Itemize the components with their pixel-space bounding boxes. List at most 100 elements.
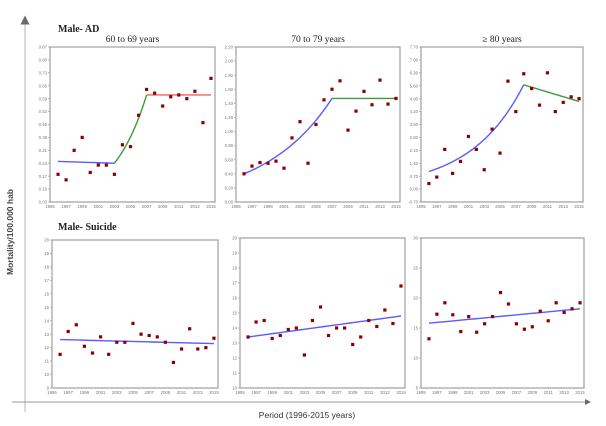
y-tick-label: 16: [44, 291, 49, 296]
x-tick-label: 1997: [63, 390, 73, 395]
y-tick-label: 0.00: [410, 187, 419, 192]
chart-title: 60 to 69 years: [106, 35, 160, 45]
data-point: [169, 95, 173, 99]
data-point: [490, 127, 494, 131]
data-point: [553, 109, 557, 114]
data-point: [204, 346, 208, 350]
y-tick-label: 1.00: [225, 129, 234, 134]
data-point: [370, 103, 374, 107]
data-point: [435, 312, 439, 316]
x-tick-label: 2007: [142, 204, 152, 209]
y-tick-label: 10: [44, 372, 49, 377]
y-tick-label: 0.40: [225, 171, 234, 176]
x-tick-label: 2013: [193, 390, 203, 395]
data-point: [96, 163, 100, 167]
data-point: [466, 134, 471, 139]
y-tick-label: 11: [233, 371, 238, 376]
y-tick-label: 0.20: [225, 186, 234, 191]
trend-line-green: [113, 94, 148, 164]
chart-panel-suicide-3: 5 10 15 20 25 30 1995 1997 1999 2001 2003 2005 2007 2…: [413, 236, 585, 395]
x-tick-label: 1999: [448, 390, 458, 395]
x-tick-label: 2011: [177, 390, 187, 395]
data-point: [74, 323, 78, 327]
y-tick-label: 16: [232, 296, 237, 301]
y-tick-label: 5: [416, 386, 419, 391]
x-tick-label: 2005: [311, 204, 321, 209]
plot-frame: [235, 46, 401, 203]
data-point: [490, 315, 495, 319]
y-tick-label: 0.52: [39, 109, 48, 114]
x-tick-label: 2009: [161, 390, 171, 395]
x-tick-label: 2009: [527, 204, 537, 209]
x-tick-label: 1995: [416, 390, 426, 395]
chart-panel-ad-70-79: 70 to 79 years 0.00 0.20 0.40 0.60 0.80 1.00 1.…: [225, 35, 402, 209]
x-tick-label: 2015: [574, 204, 584, 209]
data-point: [451, 171, 455, 175]
data-point: [298, 120, 302, 124]
x-tick-label: 1999: [80, 390, 90, 395]
data-point: [185, 97, 189, 101]
x-tick-label: 1995: [47, 390, 57, 395]
y-tick-label: 7.00: [410, 58, 419, 63]
data-point: [139, 332, 143, 336]
data-point: [354, 109, 358, 113]
data-point: [482, 168, 486, 172]
y-tick-label: 14: [232, 326, 237, 331]
y-tick-label: 0.00: [225, 200, 234, 205]
y-axis-label: Mortality/100.000 hab: [5, 189, 15, 275]
data-point: [212, 336, 216, 340]
x-tick-label: 2003: [295, 204, 305, 209]
data-point: [435, 175, 439, 179]
x-tick-label: 2003: [112, 390, 122, 395]
x-tick-label: 1997: [247, 204, 257, 209]
data-point: [266, 161, 270, 165]
x-tick-label: 1995: [231, 204, 241, 209]
y-tick-label: 0.45: [39, 122, 48, 127]
data-point: [427, 181, 431, 186]
data-point: [475, 330, 479, 334]
x-tick-label: 2003: [480, 390, 490, 395]
data-point: [209, 76, 213, 80]
x-tick-label: 2015: [396, 390, 406, 395]
trend-line-blue: [428, 308, 581, 324]
row-title-suicide: Male- Suicide: [58, 222, 117, 233]
data-point: [177, 93, 181, 97]
data-point: [254, 320, 258, 324]
plot-frame: [420, 237, 585, 389]
y-tick-label: 2.20: [225, 45, 234, 50]
x-tick-label: 2003: [110, 204, 120, 209]
x-axis-label: Period (1996-2015 years): [259, 410, 356, 420]
data-point: [569, 95, 573, 99]
data-point: [294, 326, 298, 330]
x-tick-label: 2015: [209, 390, 219, 395]
data-point: [351, 342, 355, 347]
y-tick-label: 0.24: [39, 161, 48, 166]
x-tick-label: 2009: [528, 390, 538, 395]
x-tick-label: 1995: [416, 204, 426, 209]
data-point: [98, 335, 103, 339]
y-tick-label: 19: [44, 251, 49, 256]
chart-title: 70 to 79 years: [291, 35, 345, 45]
data-point: [343, 326, 347, 330]
data-point: [161, 104, 165, 108]
y-tick-label: 25: [413, 266, 418, 271]
trend-line-blue: [58, 160, 115, 164]
x-tick-label: 1995: [235, 390, 245, 395]
data-point: [545, 71, 550, 75]
data-point: [246, 335, 250, 339]
chart-panel-ad-80plus: ≥ 80 years -0.70 0.00 0.70 1.40 2.10 2.80 3.50 4…: [408, 35, 584, 209]
data-point: [346, 128, 350, 132]
y-tick-label: 12: [44, 345, 49, 350]
trend-line-blue: [243, 98, 333, 175]
y-tick-label: 7.70: [410, 45, 419, 50]
data-point: [362, 89, 366, 93]
y-tick-label: 2.10: [410, 148, 419, 153]
y-tick-label: 0.10: [39, 187, 48, 192]
data-point: [530, 325, 534, 329]
x-tick-label: 2005: [128, 390, 138, 395]
plot-frame: [239, 237, 406, 389]
y-tick-label: 0.73: [39, 70, 48, 75]
data-point: [443, 147, 447, 152]
data-point: [326, 333, 331, 338]
data-point: [193, 89, 197, 93]
